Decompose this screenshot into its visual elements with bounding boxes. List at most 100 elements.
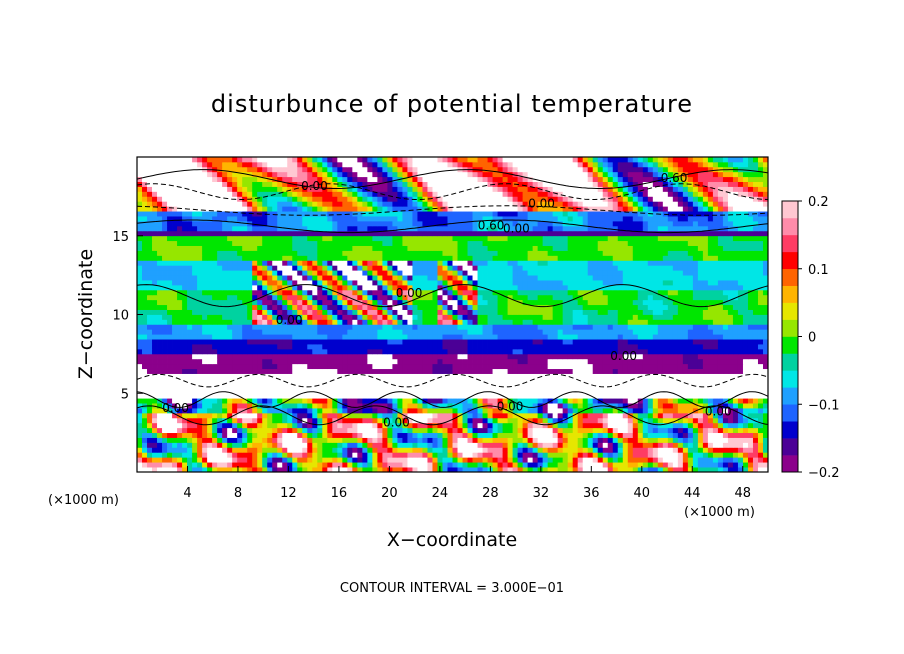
heatmap-cell bbox=[612, 393, 619, 399]
heatmap-cell bbox=[407, 383, 413, 389]
heatmap-cell bbox=[537, 299, 544, 306]
heatmap-cell bbox=[307, 447, 313, 453]
heatmap-cell bbox=[402, 427, 408, 434]
heatmap-cell bbox=[487, 363, 493, 370]
heatmap-cell bbox=[532, 383, 539, 389]
heatmap-cell bbox=[552, 329, 559, 335]
heatmap-cell bbox=[167, 275, 173, 281]
heatmap-cell bbox=[367, 417, 373, 424]
heatmap-cell bbox=[252, 393, 258, 399]
heatmap-cell bbox=[337, 319, 343, 325]
heatmap-cell bbox=[687, 388, 694, 394]
heatmap-cell bbox=[297, 437, 303, 443]
heatmap-cell bbox=[527, 324, 534, 330]
heatmap-cell bbox=[537, 393, 544, 399]
heatmap-cell bbox=[147, 324, 153, 330]
heatmap-cell bbox=[507, 363, 513, 370]
heatmap-cell bbox=[567, 334, 574, 340]
heatmap-cell bbox=[492, 432, 498, 438]
heatmap-cell bbox=[622, 348, 629, 355]
heatmap-cell bbox=[182, 339, 188, 345]
heatmap-cell bbox=[742, 280, 749, 286]
heatmap-cell bbox=[262, 358, 268, 365]
heatmap-cell bbox=[677, 284, 684, 291]
heatmap-cell bbox=[337, 368, 343, 374]
heatmap-cell bbox=[287, 275, 293, 281]
heatmap-cell bbox=[527, 339, 534, 345]
heatmap-cell bbox=[367, 358, 373, 365]
heatmap-cell bbox=[577, 289, 584, 296]
heatmap-cell bbox=[257, 314, 263, 320]
heatmap-cell bbox=[302, 324, 308, 330]
heatmap-cell bbox=[287, 383, 293, 389]
heatmap-cell bbox=[247, 334, 253, 340]
heatmap-cell bbox=[362, 348, 368, 355]
heatmap-cell bbox=[692, 373, 699, 379]
heatmap-cell bbox=[147, 304, 153, 310]
heatmap-cell bbox=[372, 378, 378, 384]
heatmap-cell bbox=[757, 358, 764, 365]
heatmap-cell bbox=[362, 280, 368, 286]
heatmap-cell bbox=[422, 309, 428, 315]
heatmap-cell bbox=[142, 457, 148, 463]
heatmap-cell bbox=[362, 378, 368, 384]
heatmap-cell bbox=[307, 442, 313, 448]
heatmap-cell bbox=[652, 294, 659, 301]
heatmap-cell bbox=[392, 417, 398, 424]
heatmap-cell bbox=[182, 294, 188, 301]
heatmap-cell bbox=[737, 368, 744, 374]
heatmap-cell bbox=[687, 344, 694, 350]
heatmap-cell bbox=[742, 358, 749, 365]
heatmap-cell bbox=[217, 344, 223, 350]
heatmap-cell bbox=[227, 299, 233, 306]
heatmap-cell bbox=[317, 309, 323, 315]
heatmap-cell bbox=[452, 432, 458, 438]
heatmap-cell bbox=[532, 329, 539, 335]
heatmap-cell bbox=[517, 408, 524, 414]
heatmap-cell bbox=[307, 284, 313, 291]
heatmap-cell bbox=[482, 280, 488, 286]
heatmap-cell bbox=[317, 412, 323, 419]
heatmap-cell bbox=[722, 457, 729, 463]
heatmap-cell bbox=[322, 467, 328, 473]
heatmap-cell bbox=[532, 422, 539, 429]
heatmap-cell bbox=[297, 388, 303, 394]
heatmap-cell bbox=[152, 319, 158, 325]
heatmap-cell bbox=[247, 417, 253, 424]
heatmap-cell bbox=[477, 422, 483, 429]
heatmap-cell bbox=[537, 324, 544, 330]
heatmap-cell bbox=[517, 348, 524, 355]
heatmap-cell bbox=[537, 388, 544, 394]
heatmap-cell bbox=[327, 324, 333, 330]
heatmap-cell bbox=[252, 368, 258, 374]
heatmap-cell bbox=[267, 412, 273, 419]
heatmap-cell bbox=[682, 447, 689, 453]
heatmap-cell bbox=[507, 358, 513, 365]
heatmap-cell bbox=[562, 344, 569, 350]
heatmap-cell bbox=[252, 304, 258, 310]
heatmap-cell bbox=[397, 334, 403, 340]
heatmap-cell bbox=[757, 447, 764, 453]
heatmap-cell bbox=[477, 280, 483, 286]
heatmap-cell bbox=[447, 363, 453, 370]
heatmap-cell bbox=[272, 304, 278, 310]
heatmap-cell bbox=[677, 363, 684, 370]
heatmap-cell bbox=[542, 344, 549, 350]
heatmap-cell bbox=[512, 348, 519, 355]
heatmap-cell bbox=[287, 299, 293, 306]
heatmap-cell bbox=[137, 393, 143, 399]
heatmap-cell bbox=[692, 339, 699, 345]
heatmap-cell bbox=[182, 373, 188, 379]
heatmap-cell bbox=[172, 294, 178, 301]
heatmap-cell bbox=[372, 417, 378, 424]
heatmap-cell bbox=[742, 467, 749, 473]
heatmap-cell bbox=[162, 408, 168, 414]
heatmap-cell bbox=[467, 447, 473, 453]
heatmap-cell bbox=[437, 348, 443, 355]
heatmap-cell bbox=[282, 309, 288, 315]
heatmap-cell bbox=[322, 383, 328, 389]
heatmap-cell bbox=[157, 437, 163, 443]
heatmap-cell bbox=[262, 368, 268, 374]
heatmap-cell bbox=[647, 348, 654, 355]
heatmap-cell bbox=[387, 314, 393, 320]
